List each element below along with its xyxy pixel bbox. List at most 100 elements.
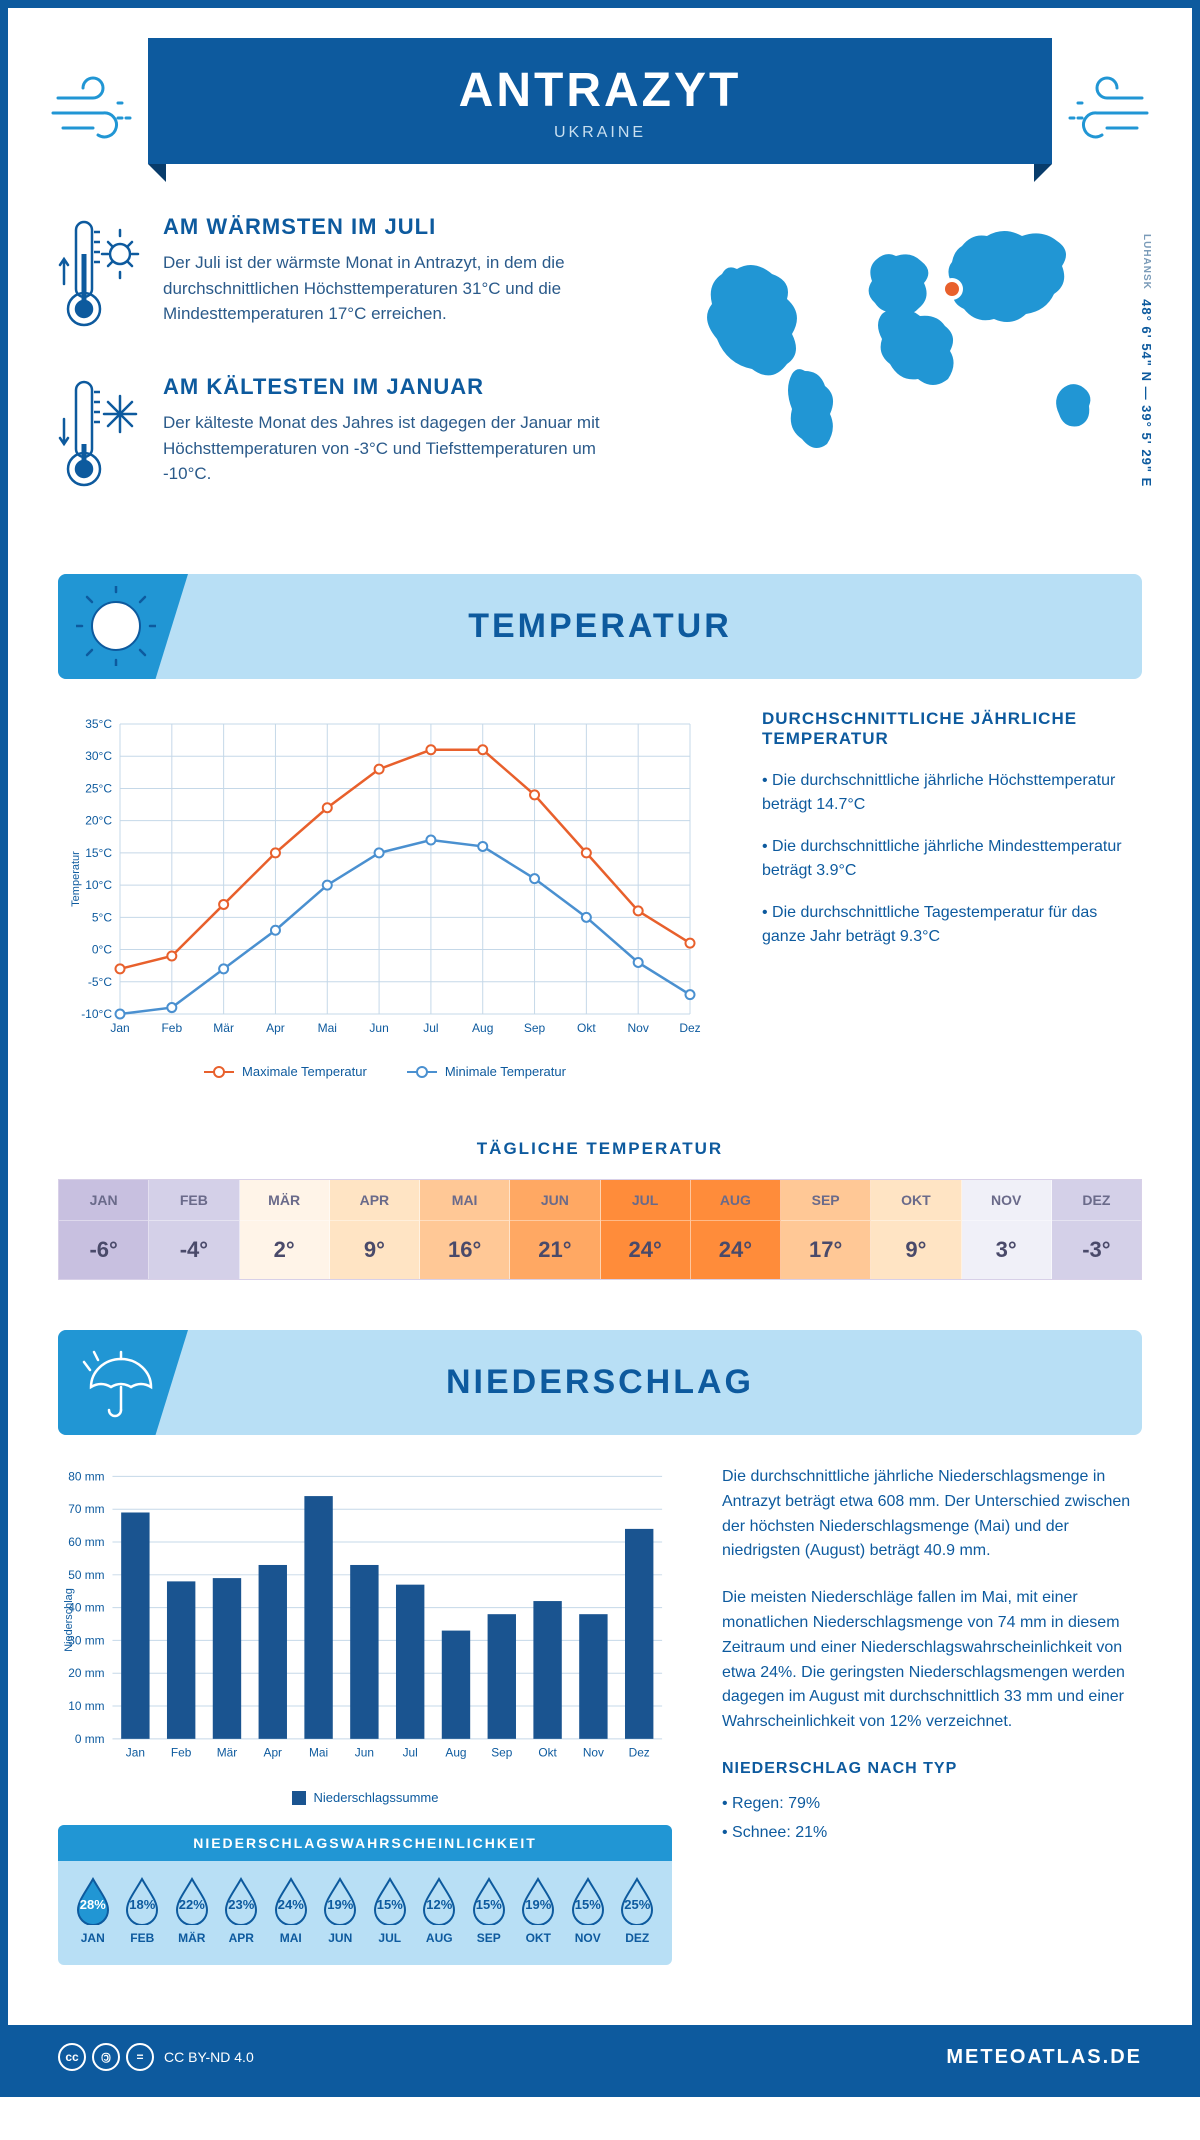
svg-text:Jan: Jan bbox=[110, 1021, 129, 1035]
legend-min: Minimale Temperatur bbox=[407, 1064, 566, 1079]
daily-cell: SEP17° bbox=[781, 1180, 871, 1279]
svg-text:Niederschlag: Niederschlag bbox=[63, 1588, 75, 1651]
svg-text:Feb: Feb bbox=[161, 1021, 182, 1035]
svg-text:-10°C: -10°C bbox=[81, 1007, 112, 1021]
svg-text:Dez: Dez bbox=[629, 1746, 650, 1760]
daily-cell: DEZ-3° bbox=[1052, 1180, 1141, 1279]
prob-cell: 15%SEP bbox=[464, 1875, 514, 1945]
svg-text:Sep: Sep bbox=[524, 1021, 546, 1035]
svg-text:Okt: Okt bbox=[538, 1746, 557, 1760]
svg-text:Okt: Okt bbox=[577, 1021, 596, 1035]
daily-cell: NOV3° bbox=[962, 1180, 1052, 1279]
precip-section-header: NIEDERSCHLAG bbox=[58, 1330, 1142, 1435]
coldest-title: AM KÄLTESTEN IM JANUAR bbox=[163, 374, 603, 400]
svg-text:15°C: 15°C bbox=[85, 846, 112, 860]
svg-text:10 mm: 10 mm bbox=[68, 1699, 104, 1713]
daily-temp-grid: JAN-6°FEB-4°MÄR2°APR9°MAI16°JUN21°JUL24°… bbox=[58, 1179, 1142, 1280]
prob-cell: 15%NOV bbox=[563, 1875, 613, 1945]
svg-text:Aug: Aug bbox=[472, 1021, 493, 1035]
license-text: CC BY-ND 4.0 bbox=[164, 2049, 254, 2065]
country-subtitle: UKRAINE bbox=[148, 124, 1052, 142]
prob-cell: 19%JUN bbox=[316, 1875, 366, 1945]
svg-text:Sep: Sep bbox=[491, 1746, 513, 1760]
warmest-title: AM WÄRMSTEN IM JULI bbox=[163, 214, 603, 240]
svg-text:Mär: Mär bbox=[217, 1746, 237, 1760]
svg-text:Jun: Jun bbox=[355, 1746, 374, 1760]
svg-text:Nov: Nov bbox=[583, 1746, 604, 1760]
precip-info: Die durchschnittliche jährliche Niedersc… bbox=[722, 1465, 1142, 1965]
coordinates: LUHANSK 48° 6' 54" N — 39° 5' 29" E bbox=[1139, 234, 1154, 487]
daily-cell: MÄR2° bbox=[240, 1180, 330, 1279]
svg-text:-5°C: -5°C bbox=[88, 975, 112, 989]
svg-text:25°C: 25°C bbox=[85, 781, 112, 795]
svg-text:Jul: Jul bbox=[423, 1021, 438, 1035]
svg-text:10°C: 10°C bbox=[85, 878, 112, 892]
daily-cell: JUN21° bbox=[510, 1180, 600, 1279]
svg-text:70 mm: 70 mm bbox=[68, 1502, 104, 1516]
daily-cell: AUG24° bbox=[691, 1180, 781, 1279]
temp-section-header: TEMPERATUR bbox=[58, 574, 1142, 679]
sun-icon bbox=[76, 586, 156, 671]
prob-cell: 24%MAI bbox=[266, 1875, 316, 1945]
daily-cell: JAN-6° bbox=[59, 1180, 149, 1279]
prob-cell: 19%OKT bbox=[514, 1875, 564, 1945]
svg-text:20°C: 20°C bbox=[85, 814, 112, 828]
probability-box: NIEDERSCHLAGSWAHRSCHEINLICHKEIT 28%JAN18… bbox=[58, 1825, 672, 1965]
daily-cell: OKT9° bbox=[871, 1180, 961, 1279]
footer: cc🄯= CC BY-ND 4.0 METEOATLAS.DE bbox=[8, 2025, 1192, 2089]
svg-text:0°C: 0°C bbox=[92, 943, 112, 957]
svg-text:0 mm: 0 mm bbox=[75, 1732, 105, 1746]
precip-title: NIEDERSCHLAG bbox=[446, 1363, 754, 1402]
temp-line-chart: -10°C -5°C 0°C 5°C 10°C 15°C 20°C 25°C 30°C 35°C J… bbox=[58, 709, 712, 1079]
prob-cell: 23%APR bbox=[217, 1875, 267, 1945]
prob-cell: 22%MÄR bbox=[167, 1875, 217, 1945]
brand: METEOATLAS.DE bbox=[946, 2046, 1142, 2069]
city-title: ANTRAZYT bbox=[148, 63, 1052, 118]
coldest-block: AM KÄLTESTEN IM JANUAR Der kälteste Mona… bbox=[58, 374, 642, 499]
svg-text:Temperatur: Temperatur bbox=[70, 851, 82, 907]
prob-cell: 12%AUG bbox=[415, 1875, 465, 1945]
warmest-text: Der Juli ist der wärmste Monat in Antraz… bbox=[163, 250, 603, 327]
umbrella-icon bbox=[76, 1342, 156, 1427]
svg-text:20 mm: 20 mm bbox=[68, 1666, 104, 1680]
temp-info: DURCHSCHNITTLICHE JÄHRLICHE TEMPERATUR •… bbox=[762, 709, 1142, 1079]
svg-text:Mär: Mär bbox=[213, 1021, 234, 1035]
wind-icon bbox=[48, 73, 148, 158]
svg-text:5°C: 5°C bbox=[92, 910, 112, 924]
precip-bar-chart: 0 mm10 mm20 mm30 mm40 mm50 mm60 mm70 mm8… bbox=[58, 1465, 672, 1805]
daily-cell: MAI16° bbox=[420, 1180, 510, 1279]
thermometer-cold-icon bbox=[58, 374, 143, 499]
svg-text:Feb: Feb bbox=[171, 1746, 192, 1760]
header-band: ANTRAZYT UKRAINE bbox=[148, 38, 1052, 164]
svg-text:Nov: Nov bbox=[628, 1021, 649, 1035]
svg-text:80 mm: 80 mm bbox=[68, 1469, 104, 1483]
thermometer-hot-icon bbox=[58, 214, 143, 339]
svg-text:60 mm: 60 mm bbox=[68, 1535, 104, 1549]
prob-cell: 25%DEZ bbox=[613, 1875, 663, 1945]
svg-text:Jun: Jun bbox=[369, 1021, 388, 1035]
svg-text:Mai: Mai bbox=[318, 1021, 337, 1035]
prob-cell: 18%FEB bbox=[118, 1875, 168, 1945]
wind-icon bbox=[1052, 73, 1152, 158]
svg-text:35°C: 35°C bbox=[85, 717, 112, 731]
coldest-text: Der kälteste Monat des Jahres ist dagege… bbox=[163, 410, 603, 487]
daily-cell: FEB-4° bbox=[149, 1180, 239, 1279]
legend-max: Maximale Temperatur bbox=[204, 1064, 367, 1079]
cc-icons: cc🄯= bbox=[58, 2043, 154, 2071]
svg-text:Apr: Apr bbox=[264, 1746, 283, 1760]
svg-text:30°C: 30°C bbox=[85, 749, 112, 763]
svg-text:Aug: Aug bbox=[445, 1746, 466, 1760]
svg-text:Jan: Jan bbox=[126, 1746, 145, 1760]
svg-text:50 mm: 50 mm bbox=[68, 1568, 104, 1582]
prob-cell: 15%JUL bbox=[365, 1875, 415, 1945]
svg-text:Apr: Apr bbox=[266, 1021, 285, 1035]
daily-cell: APR9° bbox=[330, 1180, 420, 1279]
prob-cell: 28%JAN bbox=[68, 1875, 118, 1945]
world-map: LUHANSK 48° 6' 54" N — 39° 5' 29" E bbox=[682, 214, 1142, 534]
temp-title: TEMPERATUR bbox=[468, 607, 732, 646]
daily-cell: JUL24° bbox=[601, 1180, 691, 1279]
svg-text:Jul: Jul bbox=[403, 1746, 418, 1760]
warmest-block: AM WÄRMSTEN IM JULI Der Juli ist der wär… bbox=[58, 214, 642, 339]
daily-title: TÄGLICHE TEMPERATUR bbox=[8, 1139, 1192, 1159]
svg-text:Mai: Mai bbox=[309, 1746, 328, 1760]
